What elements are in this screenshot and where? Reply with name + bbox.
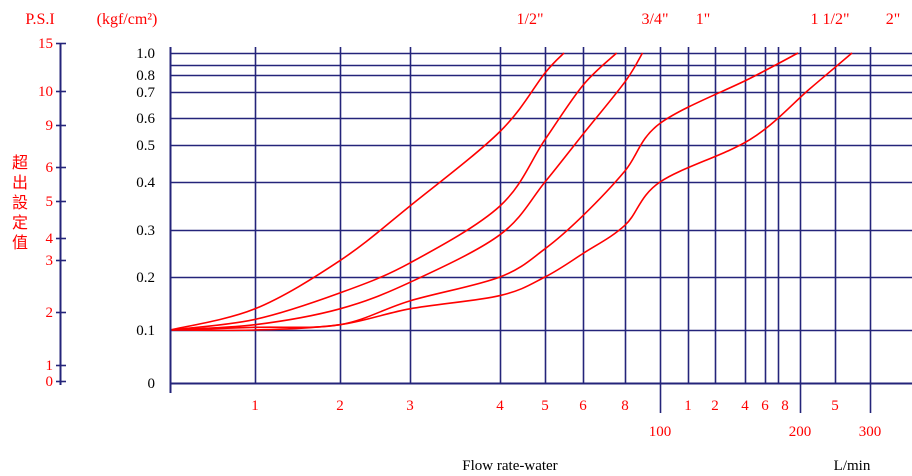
series-curve-4 <box>169 52 853 332</box>
x-tick-label: 6 <box>761 398 769 414</box>
kgf-tick-label: 0.4 <box>136 175 155 191</box>
kgf-header: (kgf/cm²) <box>97 11 158 28</box>
x-tick-label: 6 <box>579 398 587 414</box>
vertical-label-char: 設 <box>12 193 28 212</box>
series-curve-3 <box>169 52 799 331</box>
series-label-1: 3/4" <box>642 11 669 28</box>
psi-tick-label: 0 <box>46 374 54 390</box>
kgf-tick-label: 0.3 <box>136 223 155 239</box>
x-axis-title: Flow rate-water <box>462 458 557 474</box>
kgf-tick-label: 0.1 <box>136 323 155 339</box>
x-tick-label: 4 <box>741 398 749 414</box>
x-tick-label: 1 <box>251 398 259 414</box>
series-curve-0 <box>169 52 565 331</box>
x-tick-label: 1 <box>684 398 692 414</box>
x-tick-label-row2: 200 <box>789 424 812 440</box>
series-label-0: 1/2" <box>517 11 544 28</box>
vertical-label-char: 值 <box>12 233 28 252</box>
psi-tick-label: 10 <box>38 84 53 100</box>
x-tick-label: 2 <box>711 398 719 414</box>
psi-tick-label: 4 <box>46 231 54 247</box>
kgf-tick-label: 0 <box>148 376 156 392</box>
x-tick-label: 4 <box>496 398 504 414</box>
series-curve-2 <box>169 52 644 331</box>
psi-tick-label: 6 <box>46 160 54 176</box>
psi-tick-label: 3 <box>46 253 54 269</box>
x-tick-label: 2 <box>336 398 344 414</box>
x-axis-unit: L/min <box>834 458 871 474</box>
axis-layer <box>56 42 912 393</box>
psi-tick-label: 5 <box>46 194 54 210</box>
x-tick-label-row2: 100 <box>649 424 672 440</box>
psi-tick-label: 15 <box>38 36 53 52</box>
psi-tick-label: 2 <box>46 305 54 321</box>
psi-tick-label: 9 <box>46 118 54 134</box>
kgf-tick-label: 0.7 <box>136 85 155 101</box>
kgf-tick-label: 0.6 <box>136 111 155 127</box>
x-tick-label-row2: 300 <box>859 424 882 440</box>
series-curve-1 <box>169 52 618 331</box>
grid-layer <box>170 47 912 413</box>
kgf-tick-label: 0.5 <box>136 138 155 154</box>
series-label-3: 1 1/2" <box>811 11 850 28</box>
x-tick-label: 5 <box>541 398 549 414</box>
vertical-label-char: 超 <box>12 153 28 172</box>
psi-header: P.S.I <box>25 11 54 28</box>
series-label-4: 2" <box>886 11 901 28</box>
x-tick-label: 3 <box>406 398 414 414</box>
series-label-2: 1" <box>696 11 711 28</box>
kgf-tick-label: 0.8 <box>136 68 155 84</box>
curve-layer <box>169 52 853 332</box>
x-tick-label: 8 <box>621 398 629 414</box>
x-tick-label: 5 <box>831 398 839 414</box>
vertical-label-char: 出 <box>12 173 28 192</box>
text-layer: 1/2" 3/4" 1" 1 1/2" 2"P.S.I (kgf/cm²)1.00.80.… <box>12 11 900 474</box>
vertical-label-char: 定 <box>12 213 28 232</box>
kgf-tick-label: 0.2 <box>136 270 155 286</box>
kgf-tick-label: 1.0 <box>136 46 155 62</box>
x-tick-label: 8 <box>781 398 789 414</box>
psi-tick-label: 1 <box>46 358 54 374</box>
